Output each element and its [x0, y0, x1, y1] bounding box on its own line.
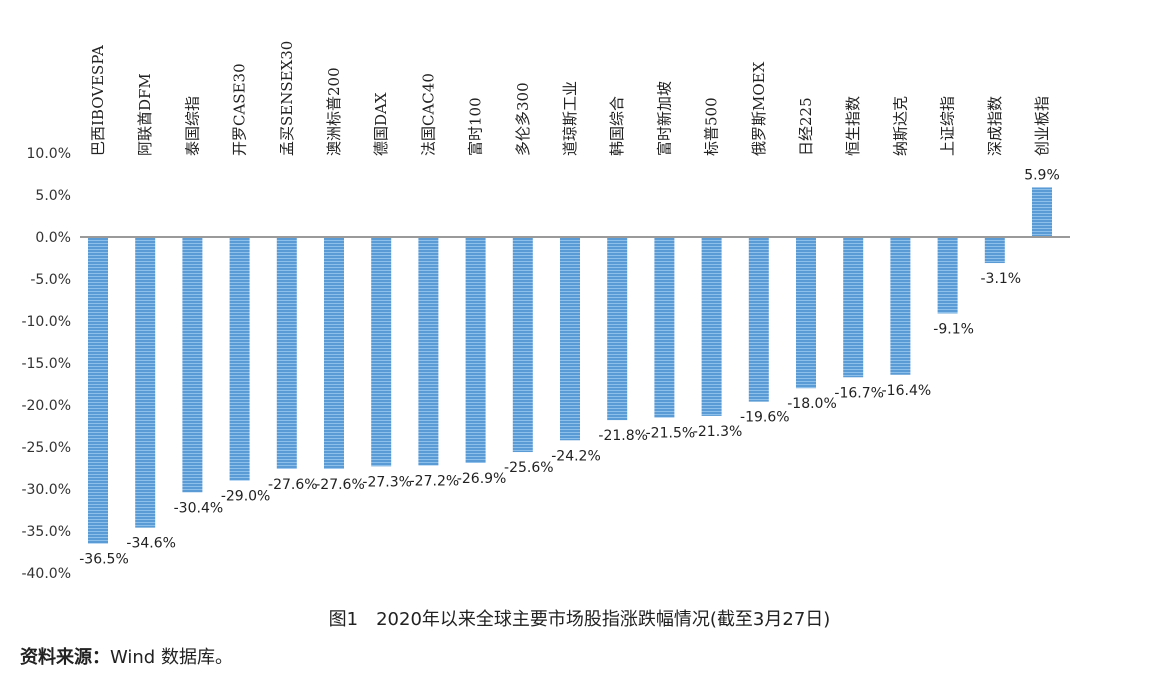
data-label: -24.2%	[551, 448, 601, 464]
bar	[88, 237, 108, 544]
bar	[937, 237, 958, 314]
data-label: -19.6%	[740, 410, 790, 426]
source-note: 资料来源：Wind 数据库。	[20, 643, 233, 669]
data-label: -27.6%	[268, 477, 318, 493]
category-label: 富时新加坡	[655, 81, 673, 156]
category-label: 德国DAX	[372, 92, 390, 156]
bar	[276, 237, 297, 469]
category-label: 上证综指	[939, 96, 957, 156]
category-label: 澳洲标普200	[325, 67, 343, 156]
data-labels: -36.5%-34.6%-30.4%-29.0%-27.6%-27.6%-27.…	[79, 167, 1060, 567]
y-tick-label: 10.0%	[27, 146, 71, 162]
data-label: -21.8%	[598, 428, 648, 444]
category-label: 巴西IBOVESPA	[89, 45, 107, 156]
data-label: -21.3%	[693, 424, 743, 440]
category-label: 深成指数	[986, 96, 1004, 156]
bar-chart: 10.0% 5.0% 0.0% -5.0% -10.0% -15.0% -20.0% -25.…	[21, 41, 1070, 582]
category-labels: 巴西IBOVESPA 阿联酋DFM 泰国综指 开罗CASE30 孟买SENSEX30 澳洲…	[89, 41, 1051, 156]
bar	[796, 237, 816, 389]
y-tick-label: -35.0%	[21, 524, 71, 540]
data-label: -26.9%	[457, 471, 507, 487]
data-label: -30.4%	[174, 500, 224, 516]
category-label: 泰国综指	[183, 96, 201, 156]
y-tick-label: -30.0%	[21, 482, 71, 498]
data-label: -36.5%	[79, 552, 129, 568]
data-label: -3.1%	[980, 271, 1021, 287]
y-tick-label: -15.0%	[21, 356, 71, 372]
category-label: 韩国综合	[608, 96, 626, 156]
bar	[560, 237, 580, 441]
bar-series	[88, 187, 1052, 544]
data-label: -16.7%	[834, 385, 884, 401]
bar	[1032, 187, 1052, 237]
figure-caption: 图1 2020年以来全球主要市场股指涨跌幅情况(截至3月27日)	[328, 609, 831, 630]
bar	[984, 237, 1005, 264]
category-label: 孟买SENSEX30	[278, 41, 296, 156]
data-label: -18.0%	[787, 396, 837, 412]
bar	[748, 237, 769, 402]
bar	[418, 237, 439, 466]
data-label: -27.2%	[410, 473, 460, 489]
category-label: 日经225	[797, 97, 815, 156]
bar	[371, 237, 392, 467]
y-tick-label: -10.0%	[21, 314, 71, 330]
bar	[701, 237, 722, 416]
category-label: 阿联酋DFM	[136, 73, 154, 156]
data-label: 5.9%	[1024, 167, 1060, 183]
category-label: 创业板指	[1033, 96, 1051, 156]
data-label: -29.0%	[221, 489, 271, 505]
y-tick-label: -5.0%	[30, 272, 71, 288]
category-label: 道琼斯工业	[561, 81, 579, 156]
category-label: 恒生指数	[844, 96, 862, 156]
data-label: -21.5%	[646, 426, 696, 442]
bar	[890, 237, 911, 375]
source-text: Wind 数据库。	[110, 647, 233, 668]
data-label: -27.6%	[315, 477, 365, 493]
bar	[135, 237, 156, 528]
source-prefix: 资料来源：	[20, 647, 110, 668]
y-tick-label: -20.0%	[21, 398, 71, 414]
data-label: -16.4%	[882, 383, 932, 399]
category-label: 纳斯达克	[891, 96, 909, 156]
data-label: -25.6%	[504, 460, 554, 476]
data-label: -34.6%	[126, 536, 176, 552]
category-label: 标普500	[703, 97, 721, 156]
bar	[654, 237, 675, 418]
y-tick-label: -40.0%	[21, 566, 71, 582]
data-label: -9.1%	[933, 321, 974, 337]
data-label: -27.3%	[362, 474, 412, 490]
category-label: 法国CAC40	[419, 73, 437, 156]
category-label: 富时100	[467, 97, 485, 156]
y-tick-label: 5.0%	[35, 188, 71, 204]
y-tick-label: 0.0%	[35, 230, 71, 246]
y-tick-label: -25.0%	[21, 440, 71, 456]
category-label: 俄罗斯MOEX	[750, 61, 768, 156]
bar	[229, 237, 250, 481]
category-label: 多伦多300	[514, 82, 532, 156]
category-label: 开罗CASE30	[231, 63, 249, 156]
bar	[843, 237, 864, 378]
y-axis: 10.0% 5.0% 0.0% -5.0% -10.0% -15.0% -20.0% -25.…	[21, 146, 71, 582]
bar	[607, 237, 628, 421]
bar	[324, 237, 344, 469]
bar	[182, 237, 203, 493]
bar	[512, 237, 533, 453]
bar	[465, 237, 486, 463]
